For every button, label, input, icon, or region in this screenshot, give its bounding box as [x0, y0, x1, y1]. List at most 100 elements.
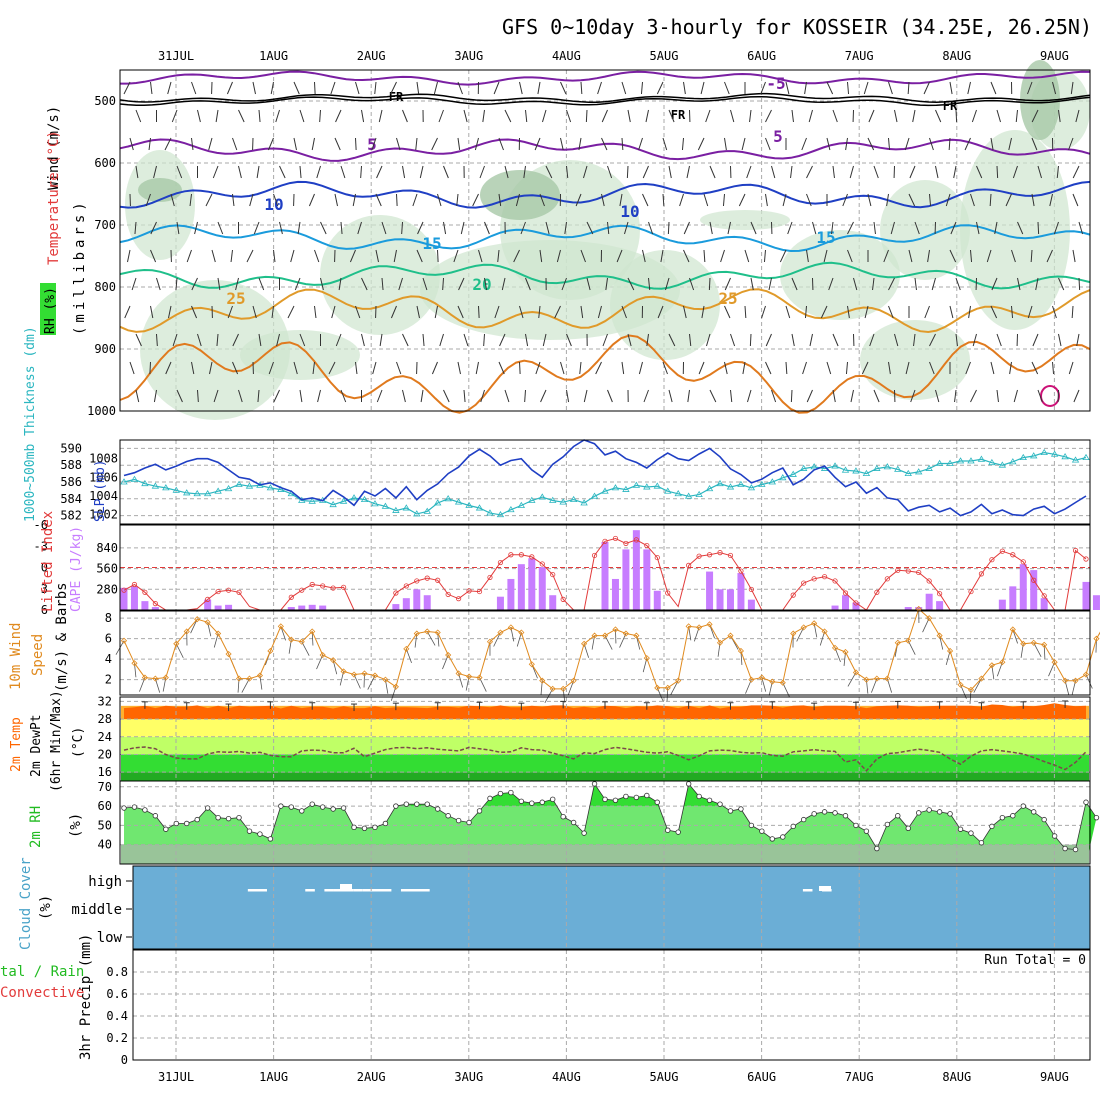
wind-barb	[217, 277, 221, 291]
wind10-ylabel-c: (m/s) & Barbs	[54, 582, 70, 692]
wind-barb	[779, 249, 787, 263]
wind10-point	[946, 647, 954, 655]
rh2m-yticks: 70 60 50 40	[98, 780, 112, 852]
wind-barb	[689, 333, 692, 347]
cape-bar	[601, 542, 609, 610]
wind-barb	[1075, 109, 1080, 123]
wind-barb	[864, 305, 869, 319]
temp2m-ytick: 32	[98, 694, 112, 708]
wind10-point	[361, 670, 368, 677]
cape-bar	[287, 607, 295, 610]
rh2m-point	[612, 797, 619, 804]
wind-barb	[340, 165, 346, 179]
wind-barb	[561, 277, 567, 291]
wind10-point	[612, 626, 619, 633]
rh-shading	[780, 230, 900, 320]
wind-barb	[515, 193, 520, 207]
wind-barb	[374, 81, 377, 95]
wind10-point	[382, 676, 389, 683]
wind-barb	[334, 193, 338, 207]
wind-barb	[935, 389, 940, 403]
thickness-point	[413, 510, 421, 517]
wind10-point	[392, 683, 399, 690]
thickness-point	[245, 482, 254, 489]
wind-barb	[665, 277, 670, 291]
rh2m-point	[675, 829, 681, 835]
wind-barb	[314, 249, 320, 263]
wind-barb	[867, 193, 872, 207]
thickness-point	[559, 498, 567, 505]
precip-ylabel-c: 3hr Precip (mm)	[78, 934, 94, 1060]
lifted-index-point	[978, 571, 985, 577]
wind-barb	[419, 165, 424, 179]
wind-barb	[504, 389, 510, 403]
wind10-barb	[871, 678, 878, 693]
wind10-panel: 8 6 4 2 10m Wind Speed (m/s) & Barbs	[8, 582, 1100, 704]
lifted-index-point	[633, 537, 639, 543]
lifted-index-point	[529, 554, 535, 560]
lifted-index-point	[340, 584, 347, 590]
wind-barb	[996, 165, 999, 179]
wind-barb	[1031, 109, 1039, 123]
wind-barb	[724, 277, 731, 291]
wind10-point	[455, 670, 462, 677]
wind-barb	[845, 137, 848, 151]
wind-barb	[542, 109, 547, 123]
wind-barb	[785, 81, 790, 95]
lifted-index-point	[821, 574, 828, 580]
lifted-index-point	[884, 576, 890, 582]
wind-barb	[535, 361, 541, 375]
date-label-top: 31JUL	[158, 49, 194, 63]
rh2m-point	[152, 813, 159, 819]
wind-barb	[597, 305, 602, 319]
wind-barb	[955, 109, 958, 123]
wind-barb	[437, 249, 439, 263]
dewpoint-line	[123, 746, 1087, 772]
wind-barb	[765, 361, 772, 375]
wind-barb	[1073, 389, 1080, 403]
wind-barb	[226, 81, 233, 95]
slp-ylabel-thickness: 1000~500mb Thickness (dm)	[23, 326, 38, 522]
wind-barb	[1011, 305, 1014, 319]
wind-barb	[976, 165, 983, 179]
wind-barb	[765, 333, 772, 347]
cloud-ylabel-b: (%)	[38, 895, 54, 920]
lifted-index-point	[968, 588, 974, 595]
cape-bar	[716, 589, 724, 610]
wind-barb	[616, 249, 623, 263]
wind-barb	[472, 193, 479, 207]
wind-barb	[873, 389, 880, 403]
wind10-point	[256, 672, 264, 679]
wind-barb	[607, 221, 610, 235]
wind-barb	[416, 81, 420, 95]
wind-barb	[246, 249, 254, 263]
wind-barb	[484, 277, 488, 291]
rh2m-point	[173, 820, 179, 827]
rh2m-point	[487, 795, 493, 802]
wind10-barb	[390, 686, 397, 701]
rh-shading	[960, 130, 1070, 330]
wind-barb	[730, 109, 735, 123]
lifted-index-point	[612, 535, 619, 542]
wind-barb	[1012, 165, 1018, 179]
wind-barb	[724, 305, 731, 319]
wind-barb	[314, 305, 317, 319]
wind10-point	[1082, 671, 1090, 678]
rh2m-point	[142, 807, 148, 813]
wind10-point	[560, 685, 567, 692]
wind-barb	[832, 109, 838, 123]
lifted-index-point	[602, 538, 608, 544]
wind-barb	[191, 277, 198, 291]
wind-barb	[134, 221, 137, 235]
wind10-frame	[119, 610, 1091, 696]
thickness-point	[643, 483, 651, 490]
wind10-point	[737, 647, 745, 655]
thickness-point	[831, 462, 839, 469]
thickness-point	[611, 484, 620, 491]
rh2m-point	[278, 803, 284, 809]
wind10-point	[528, 661, 535, 668]
rh-shading	[860, 320, 970, 400]
lifted-index-point	[832, 578, 838, 584]
wind-barb	[457, 137, 461, 151]
wind-barb	[149, 361, 151, 375]
